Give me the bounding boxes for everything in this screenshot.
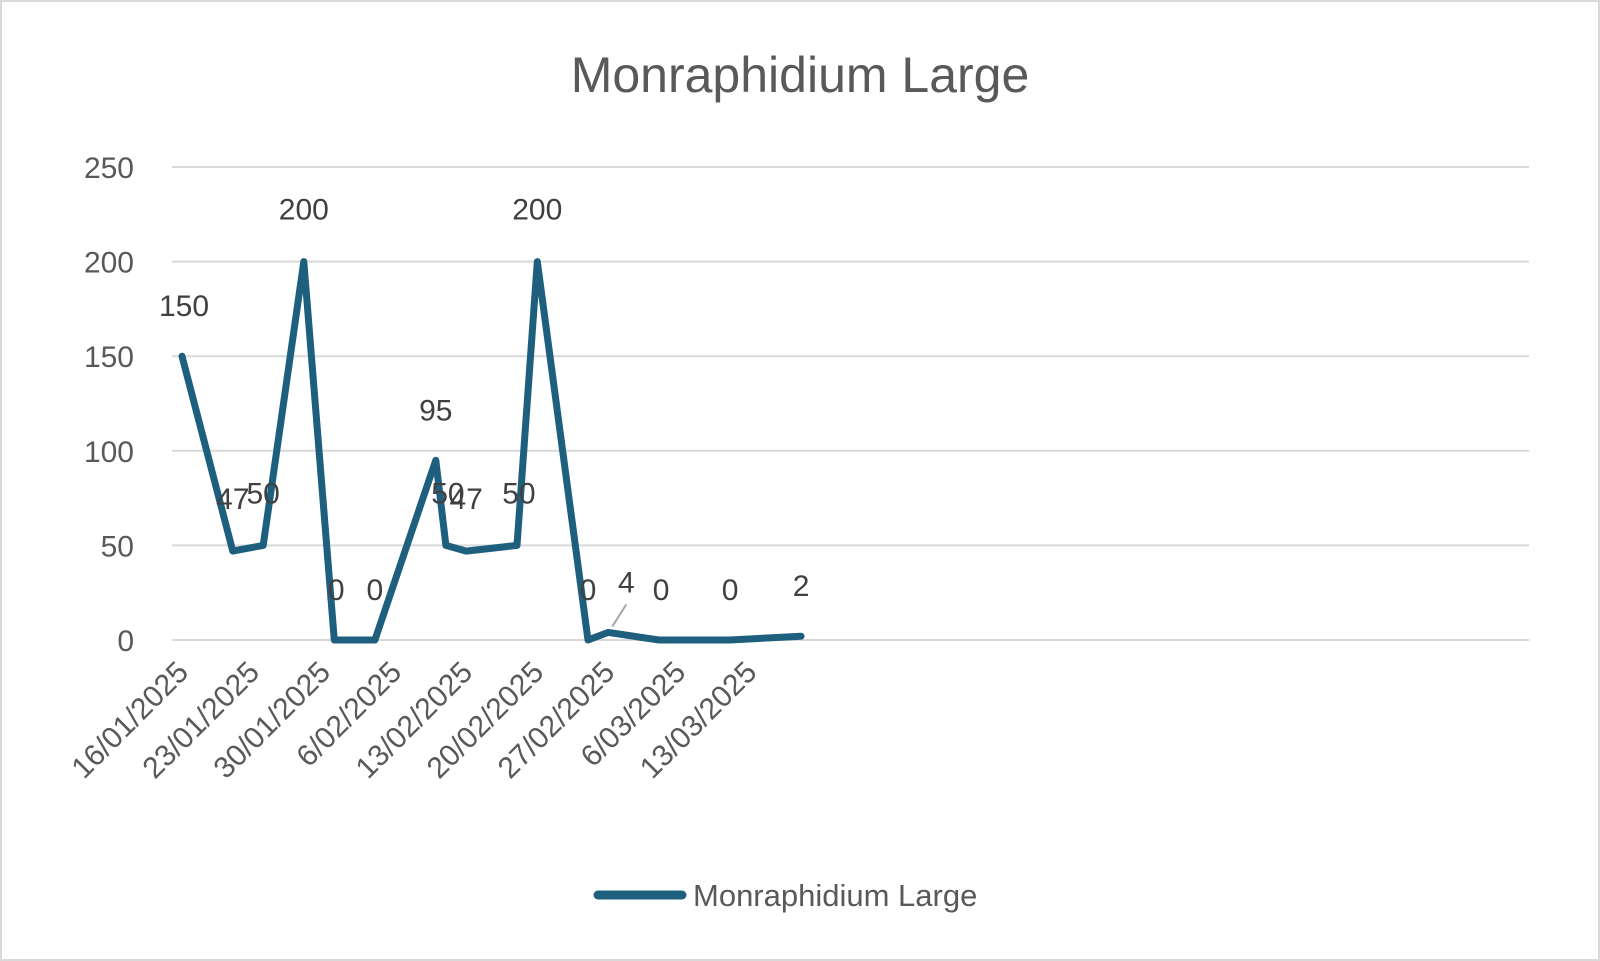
data-label: 0 [367, 574, 384, 607]
data-label: 95 [419, 394, 452, 427]
label-leader-line [611, 603, 628, 627]
data-label: 50 [247, 477, 280, 510]
data-label: 0 [653, 574, 670, 607]
data-label: 0 [722, 574, 739, 607]
y-tick-label: 200 [84, 247, 134, 280]
y-tick-label: 150 [84, 341, 134, 374]
y-tick-label: 0 [117, 625, 134, 658]
y-axis-tick-labels: 0 50 100 150 200 250 [84, 152, 134, 658]
series-layer [178, 258, 805, 644]
data-label: 47 [450, 483, 483, 516]
data-label: 50 [431, 477, 464, 510]
data-label: 200 [512, 194, 562, 227]
data-label: 2 [793, 570, 810, 603]
data-label: 0 [580, 574, 597, 607]
x-axis-tick-labels: 16/01/202523/01/202530/01/20256/02/20251… [65, 656, 763, 786]
data-label: 0 [328, 574, 345, 607]
data-label: 47 [216, 483, 249, 516]
chart-title: Monraphidium Large [571, 47, 1030, 103]
y-tick-label: 100 [84, 436, 134, 469]
data-label: 50 [502, 477, 535, 510]
data-label: 200 [279, 194, 329, 227]
legend-label: Monraphidium Large [693, 878, 977, 913]
gridlines [172, 166, 1529, 641]
data-label: 150 [159, 290, 209, 323]
series-line [178, 258, 805, 644]
y-tick-label: 250 [84, 152, 134, 185]
legend: Monraphidium Large [593, 878, 977, 913]
data-label: 4 [618, 566, 635, 599]
y-tick-label: 50 [101, 530, 134, 563]
